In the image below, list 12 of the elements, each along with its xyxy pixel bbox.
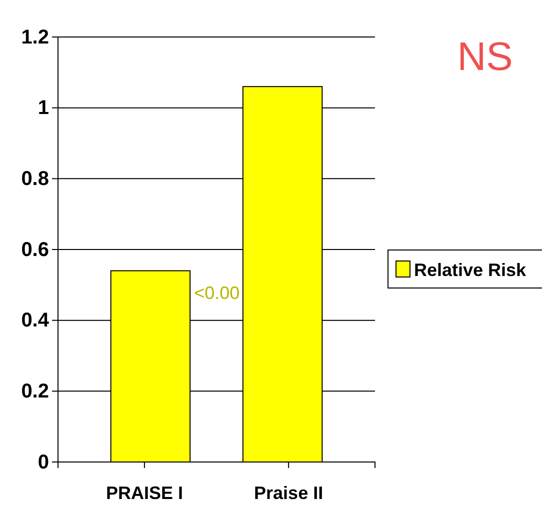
annotation: <0.00 xyxy=(194,283,240,304)
y-tick-label: 0 xyxy=(38,451,49,474)
y-tick-label: 0.8 xyxy=(21,168,49,190)
y-tick-label: 1.2 xyxy=(21,26,49,48)
y-tick-label: 0.6 xyxy=(21,238,49,261)
x-tick-label: PRAISE I xyxy=(106,482,183,503)
y-tick-label: 1 xyxy=(38,97,49,120)
x-tick-label: Praise II xyxy=(254,482,324,503)
y-tick-label: 0.4 xyxy=(21,310,50,332)
text: NS xyxy=(457,35,513,79)
y-tick-label: 0.2 xyxy=(21,380,49,403)
legend-label: Relative Risk xyxy=(414,260,528,280)
